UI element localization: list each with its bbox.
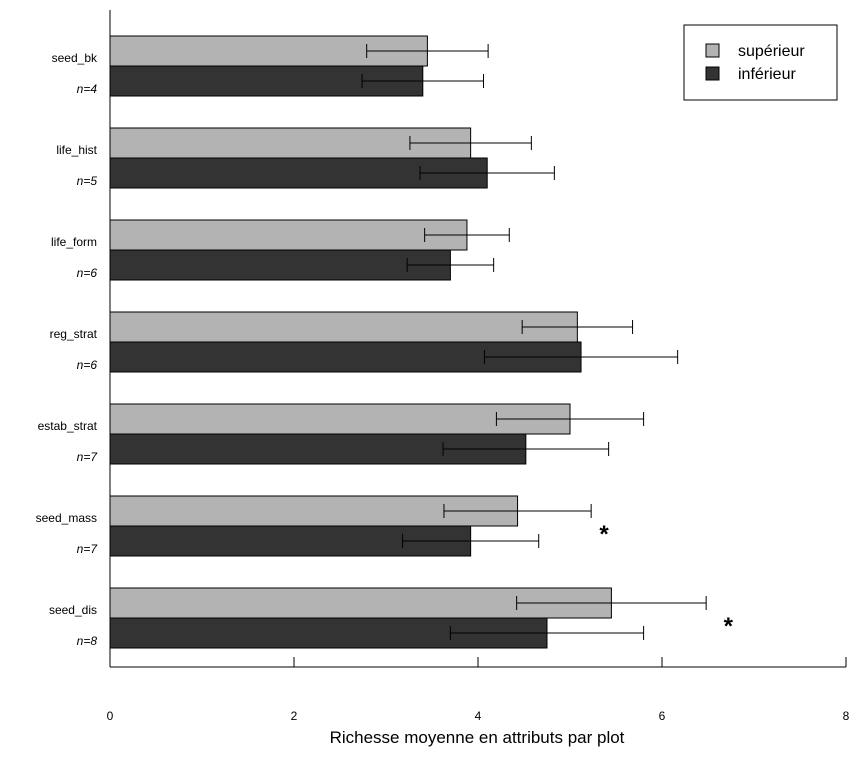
category-label: seed_dis	[49, 603, 97, 617]
bars-layer	[109, 35, 612, 649]
category-label: estab_strat	[38, 419, 98, 433]
legend-label-superieur: supérieur	[738, 43, 805, 60]
category-label: seed_mass	[36, 511, 97, 525]
bar-reg-strat-superieur	[109, 311, 578, 343]
category-labels: seed_bk n=4 life_hist n=5 life_form n=6 reg_st…	[36, 51, 99, 648]
x-tick-label: 6	[659, 709, 666, 723]
significance-star: *	[724, 613, 734, 640]
category-n: n=7	[77, 542, 99, 556]
axes	[109, 10, 847, 668]
x-tick-label: 8	[843, 709, 850, 723]
category-n: n=5	[77, 174, 98, 188]
category-label: life_form	[51, 235, 97, 249]
x-axis-label: Richesse moyenne en attributs par plot	[330, 728, 625, 747]
legend-label-inferieur: inférieur	[738, 66, 796, 83]
category-label: seed_bk	[52, 51, 98, 65]
x-tick-label: 2	[291, 709, 298, 723]
category-n: n=4	[77, 82, 98, 96]
error-bars-layer	[361, 44, 707, 640]
legend-swatch-inferieur	[705, 66, 720, 81]
bar-life-form-superieur	[109, 219, 468, 251]
x-tick-labels: 0 2 4 6 8	[107, 709, 850, 723]
category-label: reg_strat	[50, 327, 98, 341]
category-n: n=6	[77, 266, 98, 280]
legend-swatch-superieur	[705, 43, 720, 58]
annotations: **	[599, 521, 733, 640]
x-tick-label: 0	[107, 709, 114, 723]
category-label: life_hist	[56, 143, 97, 157]
legend: supérieur inférieur	[683, 24, 838, 101]
x-tick-label: 4	[475, 709, 482, 723]
category-n: n=7	[77, 450, 99, 464]
category-n: n=6	[77, 358, 98, 372]
bar-life-form-inferieur	[109, 249, 451, 281]
category-n: n=8	[77, 634, 98, 648]
legend-box	[683, 24, 838, 101]
significance-star: *	[599, 521, 609, 548]
